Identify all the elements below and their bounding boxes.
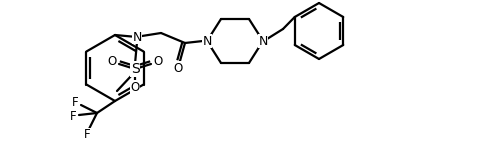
Text: N: N (202, 35, 212, 48)
Text: O: O (130, 80, 140, 93)
Text: N: N (132, 31, 142, 44)
Text: N: N (258, 35, 268, 48)
Text: O: O (153, 55, 163, 68)
Text: F: F (84, 128, 90, 141)
Text: F: F (72, 96, 78, 109)
Text: S: S (130, 62, 139, 76)
Text: O: O (174, 61, 183, 75)
Text: F: F (69, 111, 76, 124)
Text: O: O (107, 55, 117, 68)
